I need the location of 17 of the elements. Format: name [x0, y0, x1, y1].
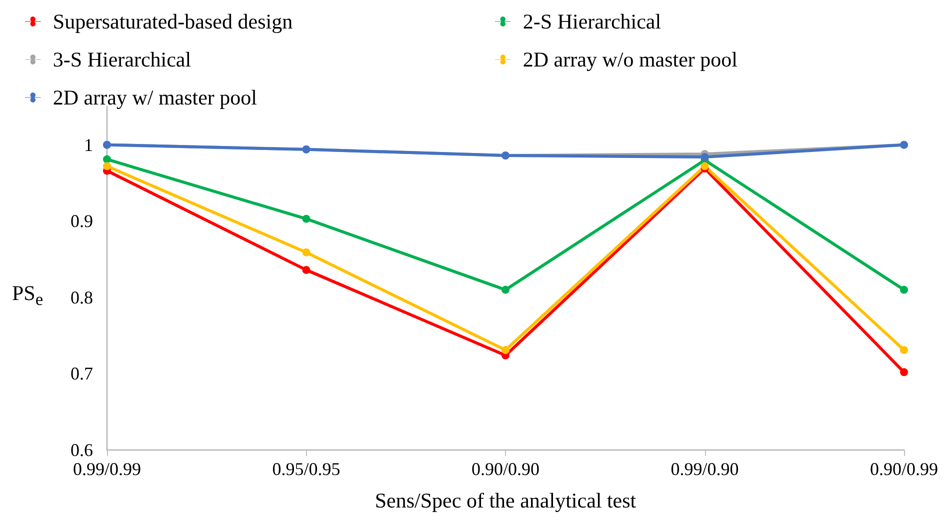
x-tick-label: 0.99/0.99 [72, 459, 142, 479]
y-tick-label: 0.6 [70, 440, 93, 460]
x-axis-title: Sens/Spec of the analytical test [374, 488, 636, 512]
legend-label: 2D array w/ master pool [52, 86, 258, 110]
y-tick-label: 0.7 [70, 364, 93, 384]
x-tick-label: 0.95/0.95 [272, 459, 340, 479]
legend-label: 2-S Hierarchical [522, 10, 662, 34]
y-tick-label: 0.8 [70, 287, 93, 308]
y-axis-title: PS$_{e}$ [12, 281, 44, 310]
x-tick-label: 0.90/0.99 [870, 459, 938, 479]
legend-label: Supersaturated-based design [52, 10, 294, 34]
x-tick-label: 0.90/0.90 [471, 459, 540, 479]
legend-label: 3-S Hierarchical [52, 48, 192, 72]
y-tick-label: 1 [84, 134, 93, 155]
legend-label: 2D array w/o master pool [522, 48, 738, 72]
y-tick-label: 0.9 [70, 211, 93, 232]
x-tick-label: 0.99/0.90 [670, 459, 739, 479]
